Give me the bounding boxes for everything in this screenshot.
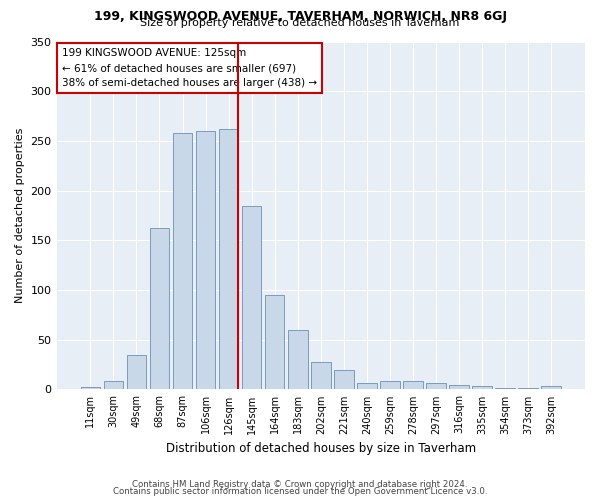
Text: Size of property relative to detached houses in Taverham: Size of property relative to detached ho… bbox=[140, 18, 460, 28]
Bar bbox=[311, 362, 331, 390]
Bar bbox=[357, 384, 377, 390]
Bar bbox=[219, 129, 238, 390]
Text: 199, KINGSWOOD AVENUE, TAVERHAM, NORWICH, NR8 6GJ: 199, KINGSWOOD AVENUE, TAVERHAM, NORWICH… bbox=[94, 10, 506, 23]
Bar bbox=[426, 384, 446, 390]
Bar bbox=[518, 388, 538, 390]
Text: 199 KINGSWOOD AVENUE: 125sqm
← 61% of detached houses are smaller (697)
38% of s: 199 KINGSWOOD AVENUE: 125sqm ← 61% of de… bbox=[62, 48, 317, 88]
Bar bbox=[104, 382, 123, 390]
X-axis label: Distribution of detached houses by size in Taverham: Distribution of detached houses by size … bbox=[166, 442, 476, 455]
Bar bbox=[288, 330, 308, 390]
Bar bbox=[127, 354, 146, 390]
Bar bbox=[242, 206, 262, 390]
Bar bbox=[334, 370, 353, 390]
Bar bbox=[196, 131, 215, 390]
Bar bbox=[403, 382, 423, 390]
Bar bbox=[380, 382, 400, 390]
Text: Contains public sector information licensed under the Open Government Licence v3: Contains public sector information licen… bbox=[113, 487, 487, 496]
Bar bbox=[173, 133, 193, 390]
Bar bbox=[541, 386, 561, 390]
Bar bbox=[265, 295, 284, 390]
Bar bbox=[149, 228, 169, 390]
Bar bbox=[496, 388, 515, 390]
Bar bbox=[472, 386, 492, 390]
Bar bbox=[80, 388, 100, 390]
Bar bbox=[449, 386, 469, 390]
Y-axis label: Number of detached properties: Number of detached properties bbox=[15, 128, 25, 303]
Text: Contains HM Land Registry data © Crown copyright and database right 2024.: Contains HM Land Registry data © Crown c… bbox=[132, 480, 468, 489]
